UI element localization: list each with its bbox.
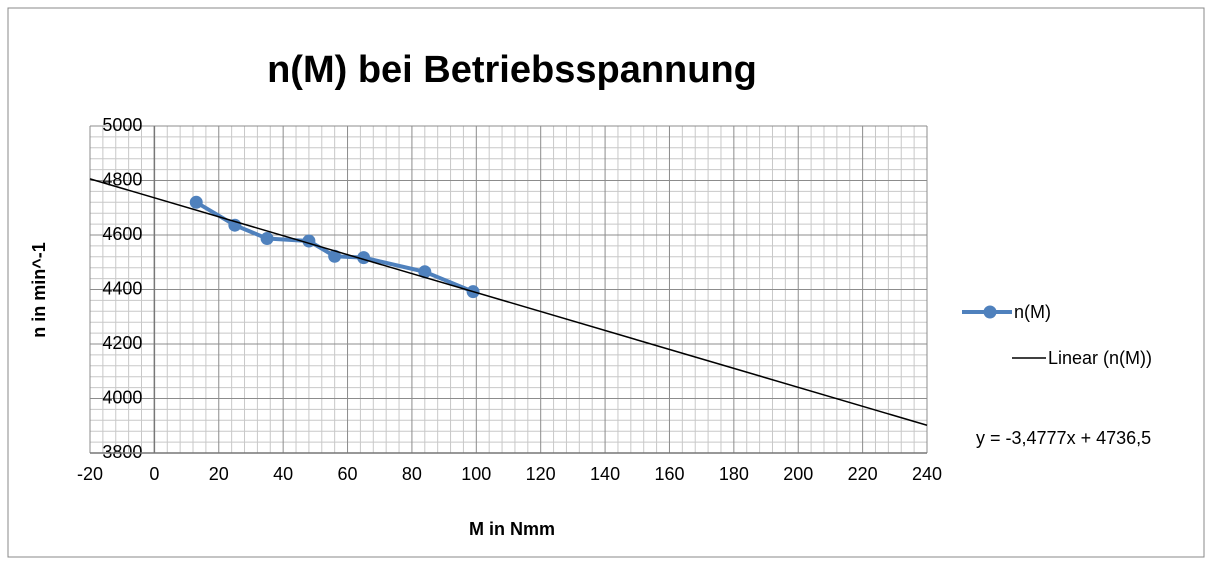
x-tick-label: 140 bbox=[590, 464, 620, 484]
y-axis-title: n in min^-1 bbox=[29, 242, 49, 338]
chart-border bbox=[7, 7, 1205, 558]
x-tick-label: -20 bbox=[77, 464, 103, 484]
y-tick-label: 5000 bbox=[102, 115, 142, 135]
x-tick-label: 60 bbox=[338, 464, 358, 484]
x-axis-title: M in Nmm bbox=[469, 519, 555, 539]
y-tick-label: 4800 bbox=[102, 169, 142, 189]
x-tick-label: 20 bbox=[209, 464, 229, 484]
data-point bbox=[418, 265, 432, 279]
data-point bbox=[328, 249, 342, 263]
legend-label: Linear (n(M)) bbox=[1048, 348, 1152, 368]
y-tick-label: 4000 bbox=[102, 387, 142, 407]
x-tick-label: 240 bbox=[912, 464, 942, 484]
data-point bbox=[260, 232, 274, 246]
x-tick-label: 180 bbox=[719, 464, 749, 484]
x-tick-label: 200 bbox=[783, 464, 813, 484]
x-tick-label: 120 bbox=[526, 464, 556, 484]
x-tick-label: 40 bbox=[273, 464, 293, 484]
x-tick-label: 100 bbox=[461, 464, 491, 484]
data-point bbox=[302, 234, 316, 248]
legend-marker bbox=[983, 305, 997, 319]
x-tick-label: 0 bbox=[149, 464, 159, 484]
chart-title: n(M) bei Betriebsspannung bbox=[267, 49, 757, 91]
x-tick-label: 80 bbox=[402, 464, 422, 484]
y-tick-label: 4400 bbox=[102, 278, 142, 298]
y-tick-label: 4200 bbox=[102, 333, 142, 353]
trendline bbox=[89, 178, 928, 426]
x-tick-label: 160 bbox=[654, 464, 684, 484]
y-tick-label: 4600 bbox=[102, 224, 142, 244]
x-tick-label: 220 bbox=[848, 464, 878, 484]
trendline-equation: y = -3,4777x + 4736,5 bbox=[976, 428, 1151, 448]
legend-label: n(M) bbox=[1014, 302, 1051, 322]
y-tick-label: 3800 bbox=[102, 442, 142, 462]
data-point bbox=[189, 195, 203, 209]
